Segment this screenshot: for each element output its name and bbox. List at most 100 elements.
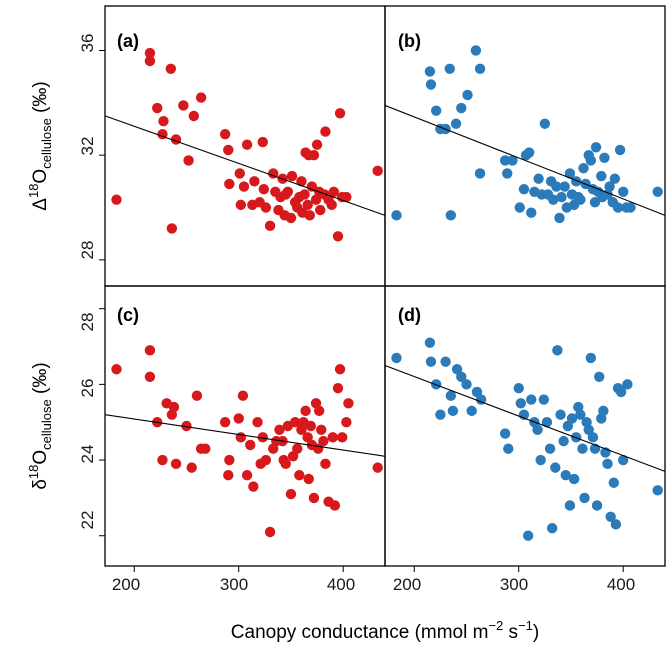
- data-point: [178, 100, 189, 111]
- x-axis-title: Canopy conductance (mmol m−2 s−1): [231, 618, 539, 643]
- data-point: [587, 432, 599, 443]
- data-point: [424, 337, 436, 348]
- data-point: [282, 186, 294, 197]
- data-point: [264, 220, 276, 232]
- data-point: [144, 55, 156, 67]
- y-tick-label-32: 32: [78, 137, 97, 156]
- data-point: [224, 178, 235, 190]
- data-point: [568, 473, 580, 485]
- data-point: [341, 191, 352, 203]
- data-point: [372, 165, 383, 177]
- data-point: [332, 231, 344, 242]
- data-point: [474, 63, 486, 75]
- data-point: [475, 394, 487, 405]
- data-point: [219, 129, 231, 140]
- data-point: [310, 194, 322, 205]
- panel-c-marks: [99, 308, 386, 572]
- data-point: [306, 181, 318, 192]
- data-point: [578, 163, 589, 174]
- data-point: [564, 168, 576, 179]
- regression-line: [104, 115, 386, 216]
- data-point: [249, 176, 260, 187]
- data-point: [579, 492, 590, 504]
- data-point: [305, 420, 317, 432]
- panel-b-label: (b): [398, 31, 421, 51]
- data-point: [300, 405, 311, 417]
- data-point: [564, 500, 576, 511]
- data-point: [559, 181, 570, 192]
- data-point: [456, 102, 467, 114]
- data-point: [589, 197, 601, 208]
- data-point: [451, 364, 463, 375]
- data-point: [652, 485, 663, 496]
- data-point: [435, 409, 446, 420]
- data-point: [585, 155, 597, 166]
- data-point: [286, 170, 298, 182]
- data-point: [652, 186, 663, 197]
- data-point: [257, 136, 268, 148]
- x-tick-label-400: 400: [327, 575, 355, 594]
- data-point: [326, 199, 337, 211]
- data-point: [513, 382, 524, 394]
- data-point: [575, 409, 586, 420]
- data-point: [157, 454, 168, 466]
- data-point: [158, 115, 169, 127]
- data-point: [585, 352, 597, 364]
- data-point: [334, 364, 346, 375]
- data-point: [526, 207, 537, 218]
- data-point: [165, 63, 177, 75]
- x-tick-label-300: 300: [500, 575, 528, 594]
- data-point: [235, 199, 247, 211]
- data-point: [304, 210, 315, 221]
- data-point: [425, 79, 437, 90]
- data-point: [233, 413, 244, 424]
- y-tick-label-36: 36: [78, 34, 97, 53]
- data-point: [474, 168, 486, 179]
- data-point: [308, 492, 320, 504]
- panel-d-frame: [384, 285, 666, 567]
- data-point: [583, 424, 594, 435]
- panel-d-label: (d): [398, 305, 421, 325]
- data-point: [538, 394, 550, 405]
- data-point: [303, 473, 314, 485]
- y-tick-label-28: 28: [78, 241, 97, 260]
- data-point: [294, 469, 305, 481]
- data-point: [424, 66, 436, 77]
- data-point: [111, 364, 122, 375]
- data-point: [570, 176, 582, 187]
- data-point: [471, 386, 483, 398]
- data-point: [308, 149, 320, 161]
- data-point: [260, 454, 272, 466]
- y-axis-title-bottom: δ18Ocellulose (‰): [26, 362, 54, 489]
- data-point: [264, 526, 276, 538]
- data-point: [200, 443, 211, 454]
- data-point: [287, 451, 299, 462]
- data-point: [320, 126, 331, 137]
- data-point: [320, 458, 331, 470]
- data-point: [183, 155, 194, 166]
- data-point: [507, 155, 518, 166]
- y-tick-label-26: 26: [78, 379, 97, 398]
- data-point: [609, 173, 621, 184]
- data-point: [526, 394, 537, 405]
- data-point: [625, 202, 636, 213]
- data-point: [551, 181, 562, 192]
- data-point: [546, 522, 558, 534]
- data-point: [234, 168, 245, 179]
- data-point: [289, 417, 301, 428]
- data-point: [612, 202, 624, 213]
- data-point: [144, 371, 156, 383]
- data-point: [456, 371, 467, 383]
- data-point: [444, 63, 455, 75]
- data-point: [604, 181, 615, 192]
- data-point: [445, 210, 457, 221]
- data-point: [558, 435, 569, 447]
- data-point: [593, 371, 605, 383]
- data-point: [235, 432, 247, 443]
- data-point: [599, 152, 610, 163]
- data-point: [285, 212, 297, 224]
- data-point: [191, 390, 203, 401]
- data-point: [544, 443, 556, 454]
- data-point: [391, 352, 402, 364]
- data-point: [343, 398, 354, 409]
